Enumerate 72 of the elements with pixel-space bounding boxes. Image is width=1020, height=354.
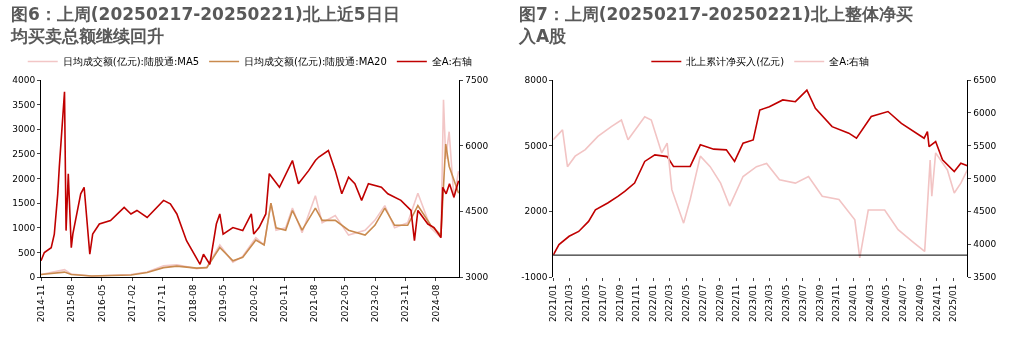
x-tick-label: 2023/03 [764,284,775,322]
x-tick-label: 2022/09 [714,284,725,322]
legend-label: 全A:右轴 [431,56,472,68]
legend-label: 日均成交额(亿元):陆股通:MA5 [62,56,200,68]
x-tick-label: 2023/11 [831,284,842,322]
legend-label: 全A:右轴 [829,56,870,68]
x-tick-label: 2024/03 [864,284,875,322]
x-tick-label: 2025/01 [948,284,959,322]
x-tick-label: 2023/05 [780,284,791,322]
y2-tick-label: 6000 [465,140,489,151]
x-tick-label: 2021/05 [581,284,592,322]
y-tick-label: 3000 [12,124,36,135]
y2-tick-label: 3500 [973,272,997,283]
x-tick-label: 2017-02 [127,284,138,323]
x-tick-label: 2023/01 [748,284,759,322]
y-tick-label: 500 [18,247,36,258]
y2-tick-label: 3000 [465,272,489,283]
y-tick-label: -1000 [521,272,548,283]
x-tick-label: 2024/11 [931,284,942,322]
x-tick-label: 2021/03 [564,284,575,322]
x-tick-label: 2022/03 [664,284,675,322]
x-tick-label: 2023-11 [400,284,411,323]
y-tick-label: 1000 [12,222,36,233]
x-tick-label: 2024/07 [897,284,908,322]
x-tick-label: 2021/07 [597,284,608,322]
y-tick-label: 3500 [12,99,36,110]
chart-title: 图6：上周(20250217-20250221)北上近5日日均买卖总额继续回升 [10,4,400,47]
x-tick-label: 2020-02 [248,284,259,323]
x-tick-label: 2022/05 [681,284,692,322]
y-tick-label: 0 [29,272,36,283]
y-tick-label: 8000 [524,75,548,86]
y-tick-label: 2000 [12,173,36,184]
x-tick-label: 2024-08 [430,284,441,323]
x-tick-label: 2024/05 [881,284,892,322]
x-tick-label: 2021-08 [309,284,320,323]
x-tick-label: 2017-11 [157,284,168,323]
x-tick-label: 2022/01 [648,284,659,322]
y-tick-label: 4000 [12,75,36,86]
y2-tick-label: 5500 [973,140,997,151]
y2-tick-label: 4500 [465,206,489,217]
x-tick-label: 2021/01 [548,284,559,322]
x-tick-label: 2023/07 [797,284,808,322]
x-tick-label: 2023/09 [814,284,825,322]
y2-tick-label: 7500 [465,75,489,86]
legend-label: 日均成交额(亿元):陆股通:MA20 [244,56,387,68]
x-tick-label: 2021/09 [614,284,625,322]
y2-tick-label: 6500 [973,75,997,86]
x-tick-label: 2015-08 [66,284,77,323]
y2-tick-label: 4000 [973,239,997,250]
x-tick-label: 2022/11 [731,284,742,322]
x-tick-label: 2023-02 [370,284,381,323]
x-tick-label: 2020-11 [279,284,290,323]
line-series [553,115,968,259]
y2-tick-label: 6000 [973,107,997,118]
legend-label: 北上累计净买入(亿元) [686,56,785,68]
x-tick-label: 2019-05 [218,284,229,323]
x-tick-label: 2022/07 [697,284,708,322]
x-tick-label: 2024/09 [914,284,925,322]
y-tick-label: 2000 [524,206,548,217]
x-tick-label: 2016-05 [96,284,107,323]
y-tick-label: 5000 [524,140,548,151]
x-tick-label: 2022-05 [339,284,350,323]
y2-tick-label: 4500 [973,206,997,217]
line-series [553,89,968,256]
x-tick-label: 2018-08 [187,284,198,323]
x-tick-label: 2024/01 [848,284,859,322]
x-tick-label: 2014-11 [35,284,46,323]
y-tick-label: 2500 [12,149,36,160]
y2-tick-label: 5000 [973,173,997,184]
x-tick-label: 2021/11 [631,284,642,322]
chart-title: 图7：上周(20250217-20250221)北上整体净买入A股 [518,4,913,47]
y-tick-label: 1500 [12,198,36,209]
